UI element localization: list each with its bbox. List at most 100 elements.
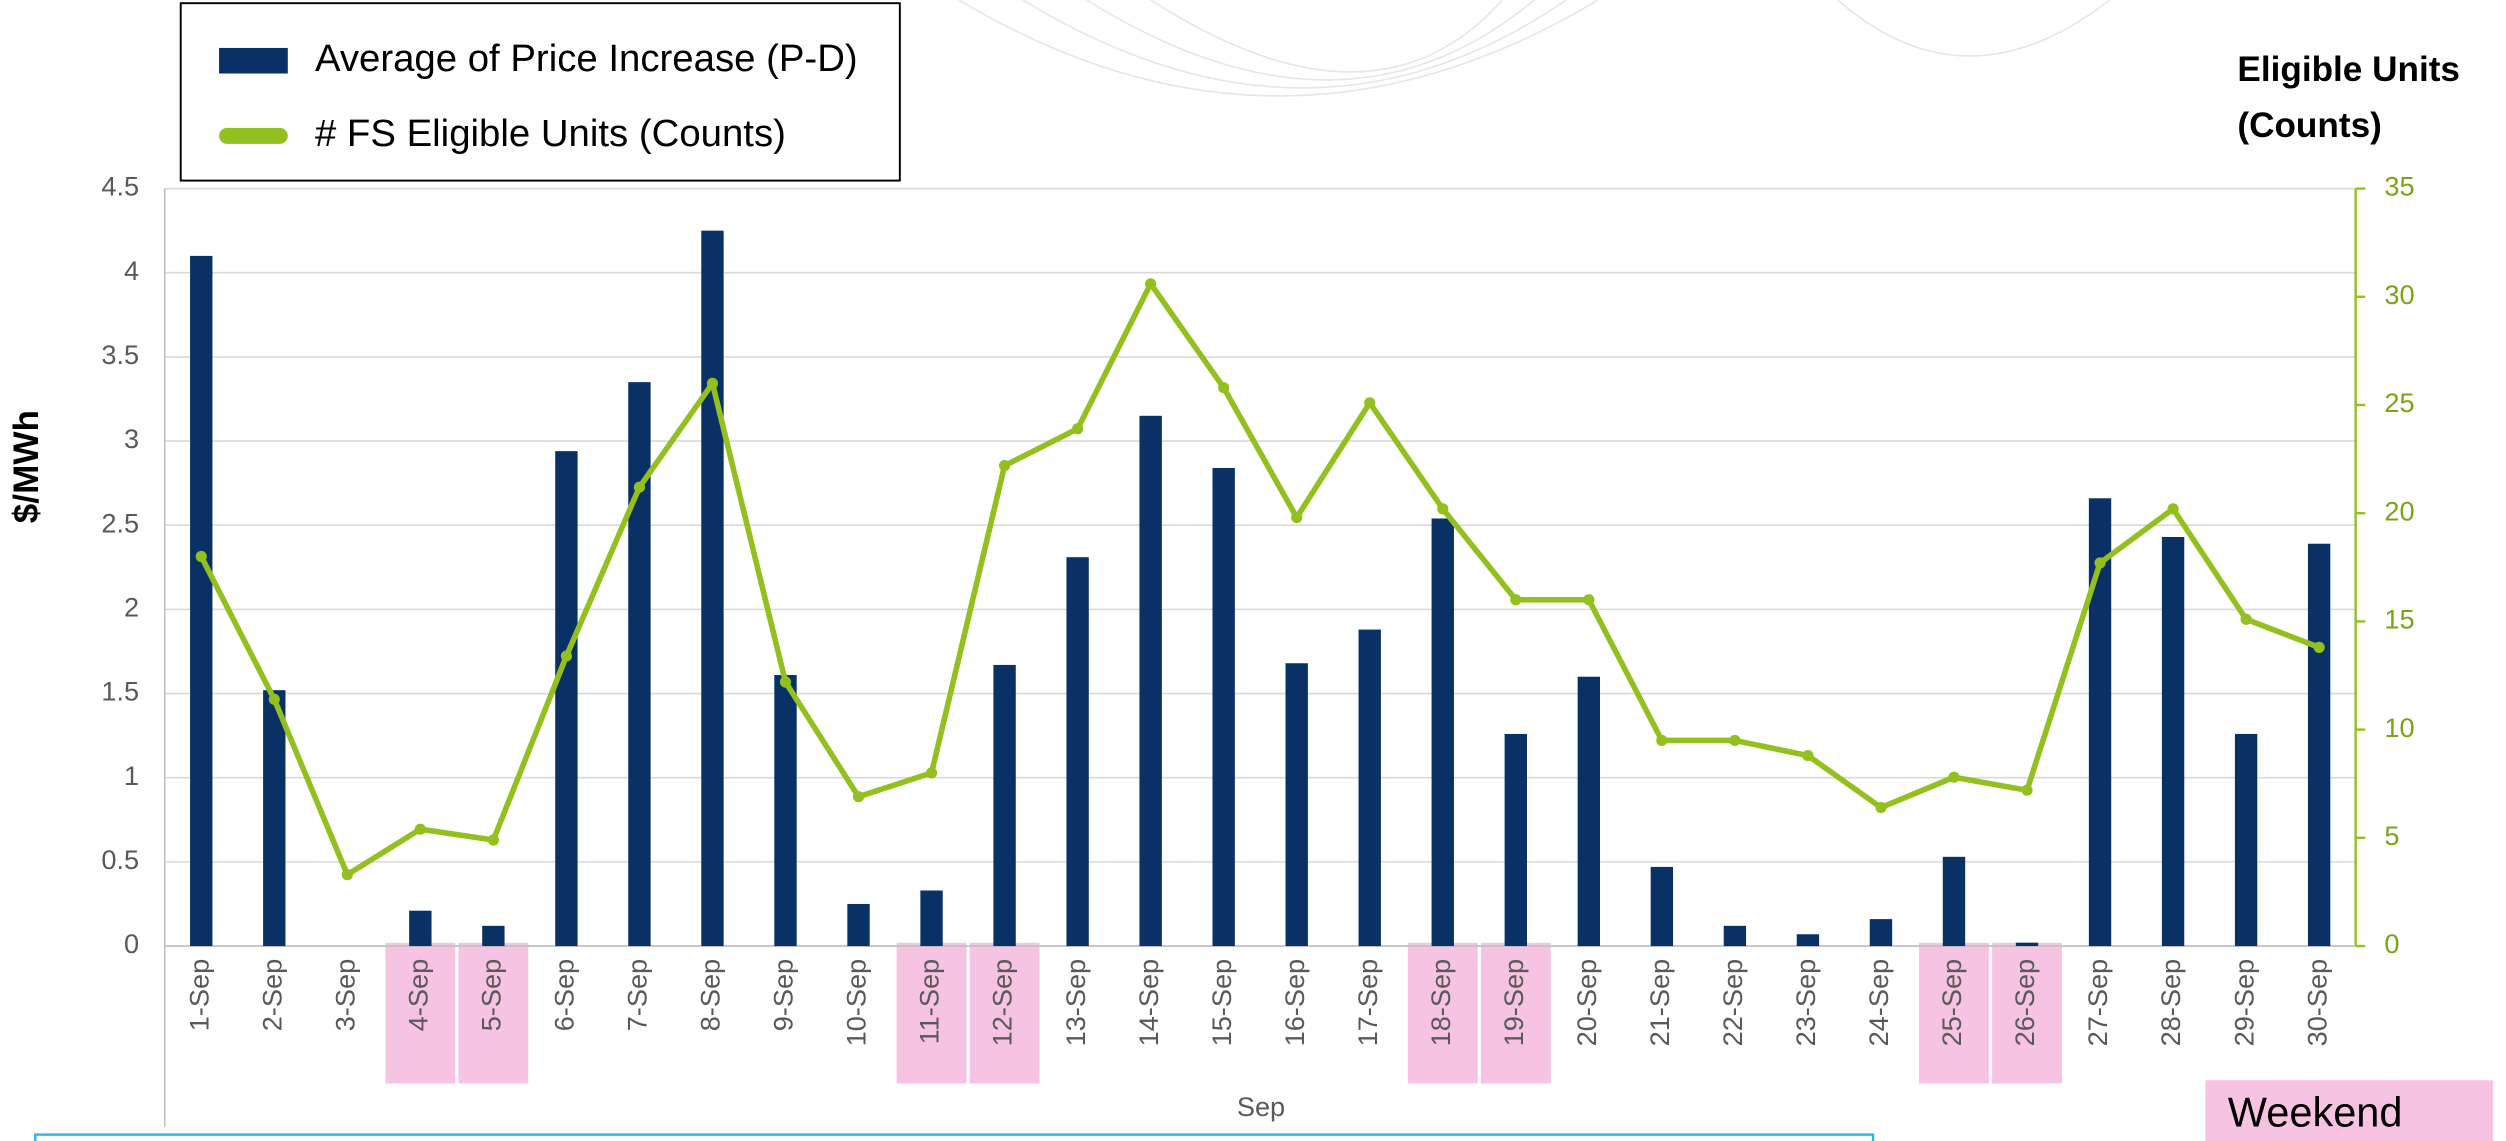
line-point [1948, 772, 1959, 783]
y-tick-label: 4.5 [101, 171, 139, 202]
bar [1286, 663, 1308, 946]
x-tick-label: 21-Sep [1644, 959, 1675, 1047]
caption-box [35, 1135, 1873, 1141]
line-point [1072, 423, 1083, 434]
y2-axis-title: Eligible Units [2237, 50, 2460, 89]
bar [847, 904, 869, 946]
legend-label: Average of Price Increase (P-D) [315, 37, 858, 80]
line-point [1218, 382, 1229, 393]
bar [2016, 943, 2038, 946]
bar [920, 890, 942, 946]
line-point [1875, 802, 1886, 813]
line-point [999, 460, 1010, 471]
line-point [2314, 642, 2325, 653]
line-point [1583, 594, 1594, 605]
x-tick-label: 9-Sep [768, 959, 799, 1031]
bar [2235, 734, 2257, 946]
x-tick-label: 4-Sep [403, 959, 434, 1031]
x-tick-label: 13-Sep [1060, 959, 1091, 1047]
line-point [780, 676, 791, 687]
line-point [2241, 614, 2252, 625]
bar [409, 911, 431, 946]
line-point [1729, 735, 1740, 746]
y-tick-label: 3 [124, 423, 139, 454]
x-tick-label: 25-Sep [1936, 959, 1967, 1047]
y-tick-label: 1.5 [101, 676, 139, 707]
x-tick-label: 22-Sep [1717, 959, 1748, 1047]
legend-label: # FS Eligible Units (Counts) [315, 112, 786, 155]
x-tick-label: 27-Sep [2082, 959, 2113, 1047]
x-axis-title: Sep [1237, 1091, 1285, 1122]
bar [190, 256, 212, 946]
bar [2308, 544, 2330, 946]
chart: $/MWh Eligible Units (Counts) Sep Weeken… [0, 0, 2506, 1141]
bar [1212, 468, 1234, 946]
line-point [926, 767, 937, 778]
line-point [1437, 503, 1448, 514]
x-tick-label: 23-Sep [1790, 959, 1821, 1047]
bar [1066, 557, 1088, 946]
background-decoration [959, 0, 2110, 96]
x-tick-label: 26-Sep [2009, 959, 2040, 1047]
line-point [415, 824, 426, 835]
line-point [269, 694, 280, 705]
weekend-label: Weekend [2228, 1088, 2403, 1135]
x-tick-label: 12-Sep [987, 959, 1018, 1047]
bar [2162, 537, 2184, 946]
x-tick-label: 7-Sep [622, 959, 653, 1031]
bar [628, 382, 650, 946]
y-tick-label: 0.5 [101, 844, 139, 875]
x-tick-label: 6-Sep [549, 959, 580, 1031]
bar [701, 231, 723, 946]
x-tick-label: 11-Sep [914, 959, 945, 1045]
x-tick-label: 14-Sep [1133, 959, 1164, 1047]
line-point [2167, 503, 2178, 514]
x-tick-label: 30-Sep [2301, 959, 2332, 1047]
x-tick-label: 28-Sep [2155, 959, 2186, 1047]
line-point [853, 791, 864, 802]
x-tick-label: 10-Sep [841, 959, 872, 1047]
line-point [1145, 278, 1156, 289]
bar [1432, 518, 1454, 946]
y2-tick-label: 15 [2384, 604, 2414, 635]
line-point [1364, 397, 1375, 408]
y2-tick-label: 25 [2384, 387, 2414, 418]
x-tick-label: 1-Sep [183, 959, 214, 1031]
y-tick-label: 0 [124, 928, 139, 959]
bar [1139, 416, 1161, 946]
bar [1651, 867, 1673, 946]
y-tick-label: 2.5 [101, 507, 139, 538]
y-tick-label: 1 [124, 760, 139, 791]
y2-tick-label: 5 [2384, 820, 2399, 851]
x-tick-label: 15-Sep [1206, 959, 1237, 1047]
bar [1870, 919, 1892, 946]
line-point [488, 834, 499, 845]
bar [263, 690, 285, 946]
x-tick-label: 20-Sep [1571, 959, 1602, 1047]
x-tick-label: 2-Sep [256, 959, 287, 1031]
line-point [707, 378, 718, 389]
y-tick-label: 4 [124, 255, 139, 286]
line-point [1656, 735, 1667, 746]
bar [1505, 734, 1527, 946]
bar [774, 675, 796, 946]
y2-tick-label: 35 [2384, 171, 2414, 202]
x-tick-label: 18-Sep [1425, 959, 1456, 1047]
x-tick-label: 8-Sep [695, 959, 726, 1031]
page: {"chart_data": { "type": "bar-line", "y_… [0, 0, 2506, 1141]
x-tick-label: 16-Sep [1279, 959, 1310, 1047]
line-point [561, 650, 572, 661]
x-tick-label: 19-Sep [1498, 959, 1529, 1047]
y2-axis-title: (Counts) [2237, 106, 2381, 145]
x-tick-label: 24-Sep [1863, 959, 1894, 1047]
bar [1578, 677, 1600, 946]
line-point [1291, 512, 1302, 523]
line-point [196, 551, 207, 562]
bar [993, 665, 1015, 946]
y-axis-title: $/MWh [7, 410, 46, 523]
line-point [342, 869, 353, 880]
x-tick-label: 3-Sep [329, 959, 360, 1031]
line-point [2021, 785, 2032, 796]
bar [1359, 630, 1381, 946]
bar [482, 926, 504, 946]
